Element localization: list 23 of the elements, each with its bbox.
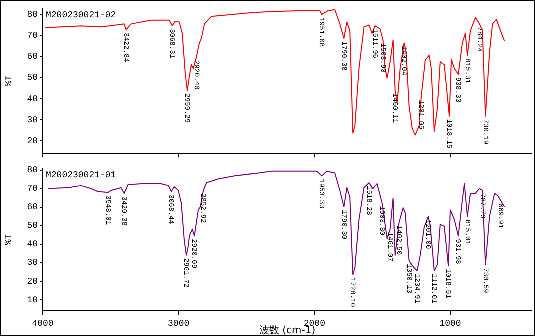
- chart-title: M200230021-01: [46, 170, 116, 180]
- y-tick-label: 50: [27, 221, 38, 232]
- y-tick-label: 10: [27, 295, 38, 306]
- y-tick-label: 30: [27, 115, 38, 126]
- x-tick-label: 4000: [32, 318, 54, 329]
- y-tick-label: 80: [27, 10, 38, 20]
- y-tick-label: 40: [27, 94, 38, 104]
- y-tick-label: 40: [27, 240, 38, 250]
- y-tick-label: 70: [27, 31, 38, 42]
- chart-title: M200230021-02: [46, 10, 116, 20]
- y-tick-label: 50: [27, 73, 38, 84]
- y-tick-label: 80: [27, 166, 38, 176]
- y-tick-label: 70: [27, 184, 38, 194]
- x-tick-label: 1000: [440, 318, 462, 329]
- y-axis-title: %T: [4, 75, 14, 86]
- y-tick-label: 60: [27, 202, 38, 213]
- y-axis-title: %T: [4, 234, 14, 246]
- x-tick-label: 3000: [168, 318, 190, 329]
- y-tick-label: 20: [27, 136, 38, 146]
- x-axis-title: 波数 (cm-1): [259, 324, 316, 336]
- y-tick-label: 60: [27, 52, 38, 62]
- y-tick-label: 20: [27, 276, 38, 287]
- y-tick-label: 30: [27, 258, 38, 268]
